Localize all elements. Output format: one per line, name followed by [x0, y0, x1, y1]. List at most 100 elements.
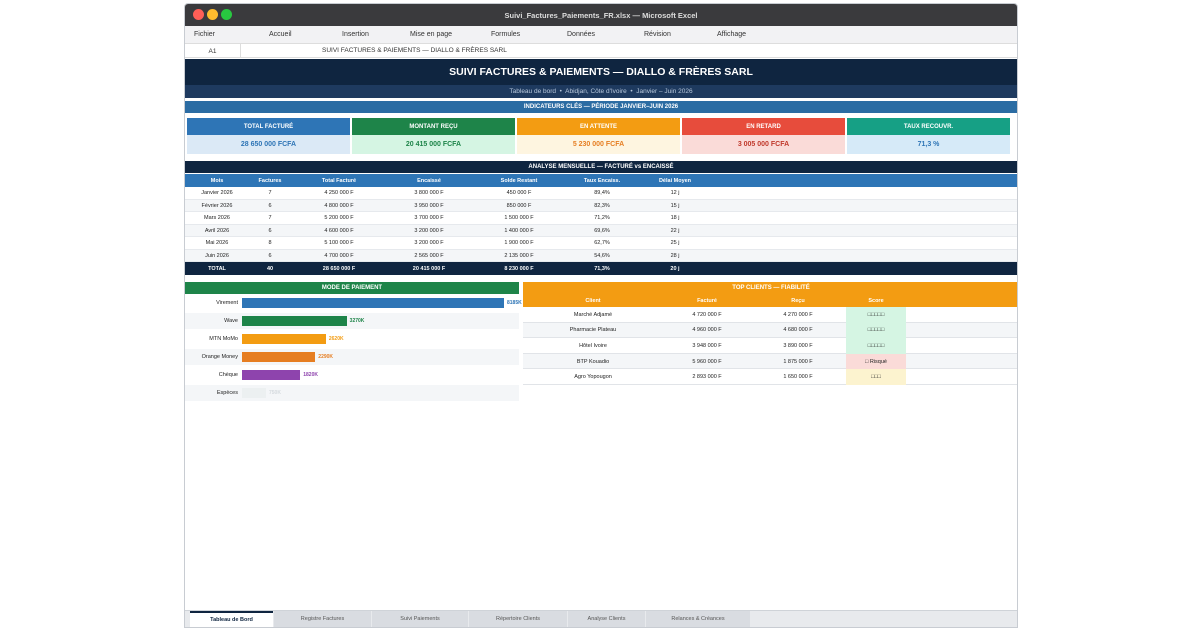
table-cell: 850 000 F — [506, 202, 532, 209]
table-cell: 450 000 F — [506, 190, 532, 197]
kpi-value: 71,3 % — [847, 135, 1010, 154]
bar-label: Chèque — [218, 372, 238, 378]
table-cell: Janvier 2026 — [201, 190, 233, 197]
bar-label: Orange Money — [201, 354, 238, 360]
column-header: Solde Restant — [500, 177, 538, 184]
kpi-value: 20 415 000 FCFA — [352, 135, 515, 154]
bar-label: MTN MoMo — [209, 336, 238, 342]
menu-item[interactable]: Insertion — [342, 31, 369, 38]
table-cell: 8 — [268, 240, 272, 247]
score-cell — [846, 307, 906, 323]
table-cell: 3 200 000 F — [414, 240, 444, 247]
sheet-tab[interactable]: Répertoire Clients — [469, 611, 567, 627]
table-cell: 69,6% — [594, 227, 610, 234]
table-row — [185, 199, 1017, 212]
total-cell: 28 650 000 F — [322, 265, 356, 272]
bar-label: Virement — [216, 300, 238, 306]
window-title: Suivi_Factures_Paiements_FR.xlsx — Micro… — [504, 10, 698, 20]
bar-value-label: 1820K — [303, 372, 318, 378]
kpi-value: 28 650 000 FCFA — [187, 135, 350, 154]
formula-bar — [185, 44, 1017, 58]
table-cell: 1 875 000 F — [783, 358, 813, 365]
table-cell: 2 135 000 F — [504, 252, 534, 259]
table-cell: 4 720 000 F — [692, 311, 722, 318]
bar-label: Wave — [224, 318, 238, 324]
table-cell: 4 700 000 F — [324, 252, 354, 259]
table-cell: 7 — [268, 215, 272, 222]
table-cell: Mai 2026 — [205, 240, 229, 247]
formula-content: SUIVI FACTURES & PAIEMENTS — DIALLO & FR… — [322, 47, 507, 54]
menu-item[interactable]: Fichier — [194, 31, 216, 38]
window-button[interactable] — [207, 9, 218, 20]
table-cell: 4 600 000 F — [324, 227, 354, 234]
table-header-row — [523, 294, 1017, 307]
table-cell: 1 500 000 F — [504, 215, 534, 222]
menu-item[interactable]: Révision — [644, 31, 671, 38]
table-cell: 5 960 000 F — [692, 358, 722, 365]
table-cell: 1 400 000 F — [504, 227, 534, 234]
bar-row — [185, 385, 519, 401]
bar — [242, 316, 347, 326]
table-cell: 3 800 000 F — [414, 190, 444, 197]
table-cell: 4 680 000 F — [783, 327, 813, 334]
sheet-tab[interactable]: Analyse Clients — [568, 611, 645, 627]
table-cell: 4 800 000 F — [324, 202, 354, 209]
table-cell: 2 893 000 F — [692, 374, 722, 381]
table-row — [185, 212, 1017, 225]
sheet-tab[interactable]: Relances & Créances — [646, 611, 750, 627]
column-header: Taux Encaiss. — [583, 177, 621, 184]
table-cell: □□□ — [871, 374, 881, 381]
menu-item[interactable]: Affichage — [717, 31, 747, 38]
column-header: Mois — [210, 177, 224, 184]
table-cell: 1 650 000 F — [783, 374, 813, 381]
total-cell: 20 415 000 F — [412, 265, 446, 272]
title-bar — [185, 4, 1017, 26]
table-cell: 6 — [268, 252, 272, 259]
table-cell: Pharmacie Plateau — [569, 327, 617, 334]
table-cell: □□□□□ — [867, 311, 885, 318]
table-cell: Hôtel Ivoire — [579, 342, 607, 349]
section-header: ANALYSE MENSUELLE — FACTURÉ vs ENCAISSÉ — [185, 161, 1017, 173]
sheet-tab[interactable]: Suivi Paiements — [372, 611, 468, 627]
table-row — [185, 187, 1017, 200]
table-cell: □□□□□ — [867, 342, 885, 349]
table-cell: Juin 2026 — [205, 252, 229, 259]
window-button[interactable] — [193, 9, 204, 20]
section-header: TOP CLIENTS — FIABILITÉ — [523, 282, 1017, 294]
total-row — [185, 262, 1017, 275]
menu-item[interactable]: Données — [567, 31, 596, 38]
total-cell: 8 230 000 F — [504, 265, 534, 272]
menu-item[interactable]: Accueil — [269, 31, 292, 38]
table-cell: 7 — [268, 190, 272, 197]
column-header: Reçu — [791, 297, 805, 304]
table-cell: 6 — [268, 227, 272, 234]
bar — [242, 370, 301, 380]
table-cell: Marché Adjamé — [573, 311, 613, 318]
window-button[interactable] — [221, 9, 232, 20]
table-cell: 3 890 000 F — [783, 342, 813, 349]
table-cell: 2 565 000 F — [414, 252, 444, 259]
table-cell: 5 200 000 F — [324, 215, 354, 222]
bar — [242, 334, 326, 344]
column-header: Total Facturé — [321, 177, 357, 184]
bar — [242, 388, 266, 398]
table-cell: 3 700 000 F — [414, 215, 444, 222]
excel-window: Suivi_Factures_Paiements_FR.xlsx — Micro… — [184, 3, 1018, 628]
sheet-tab[interactable]: Registre Factures — [274, 611, 371, 627]
menu-item[interactable]: Formules — [491, 31, 521, 38]
table-cell: 3 948 000 F — [692, 342, 722, 349]
total-cell: 40 — [266, 265, 274, 272]
total-cell: 71,3% — [594, 265, 610, 272]
table-row — [185, 224, 1017, 237]
column-header: Encaissé — [417, 177, 441, 184]
menu-item[interactable]: Mise en page — [410, 31, 453, 38]
kpi-label: TOTAL FACTURÉ — [187, 118, 350, 135]
sheet-tab[interactable]: Tableau de Bord — [190, 611, 273, 627]
menu-bar — [185, 26, 1017, 44]
kpi-label: TAUX RECOUVR. — [847, 118, 1010, 135]
table-cell: Février 2026 — [201, 202, 233, 209]
table-cell: 6 — [268, 202, 272, 209]
sheet-subtitle: Tableau de bord • Abidjan, Côte d'Ivoire… — [185, 85, 1017, 98]
kpi-label: EN ATTENTE — [517, 118, 680, 135]
